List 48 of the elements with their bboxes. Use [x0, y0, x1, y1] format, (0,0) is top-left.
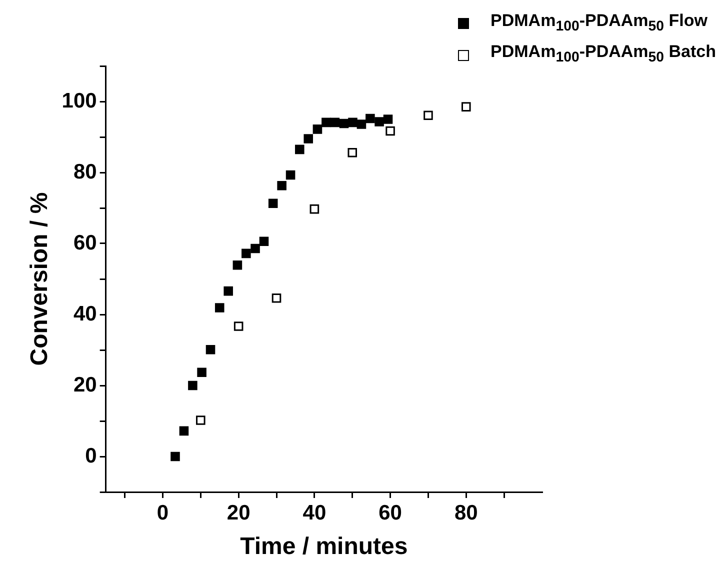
- point: [383, 114, 393, 124]
- y-axis-title: Conversion / %: [26, 192, 54, 366]
- point: [295, 144, 304, 154]
- point: [386, 126, 395, 136]
- legend-label: PDMAm$_{100}$-PDAAm$_{50}$ Batch: [490, 41, 716, 68]
- y-tick-label: 60: [73, 231, 97, 254]
- point: [366, 114, 375, 124]
- x-tick-label: 20: [226, 501, 250, 524]
- point: [312, 124, 322, 134]
- point: [339, 118, 349, 128]
- point: [322, 118, 331, 128]
- point: [277, 180, 286, 190]
- point: [234, 322, 244, 331]
- y-tick-label: 0: [85, 444, 97, 468]
- point: [214, 303, 224, 312]
- point: [374, 117, 384, 126]
- point: [272, 294, 282, 303]
- y-tick-label: 80: [73, 160, 97, 184]
- point: [196, 416, 206, 425]
- point: [259, 236, 269, 246]
- legend-label: PDMAm$_{100}$-PDAAm$_{50}$ Flow: [490, 10, 708, 36]
- x-tick-label: 60: [378, 501, 402, 524]
- point: [310, 204, 320, 214]
- x-axis-title: Time / minutes: [240, 533, 408, 560]
- point: [356, 120, 366, 129]
- y-tick-label: 20: [73, 373, 97, 396]
- x-tick-label: 80: [454, 501, 478, 524]
- point: [242, 248, 251, 258]
- point: [304, 134, 314, 144]
- point: [250, 244, 260, 254]
- point: [348, 118, 358, 128]
- point: [232, 260, 242, 270]
- point: [424, 110, 433, 120]
- point: [268, 198, 278, 208]
- x-tick-label: 40: [302, 501, 326, 524]
- x-tick-label: 0: [156, 501, 169, 524]
- y-tick-label: 40: [73, 302, 97, 326]
- y-tick-label: 100: [62, 89, 97, 112]
- point: [330, 118, 340, 128]
- point: [197, 368, 206, 378]
- point: [179, 426, 189, 436]
- point: [462, 102, 471, 112]
- point: [188, 380, 198, 390]
- point: [224, 286, 233, 296]
- point: [286, 170, 296, 180]
- point: [206, 345, 216, 354]
- point: [348, 148, 358, 158]
- point: [170, 452, 180, 462]
